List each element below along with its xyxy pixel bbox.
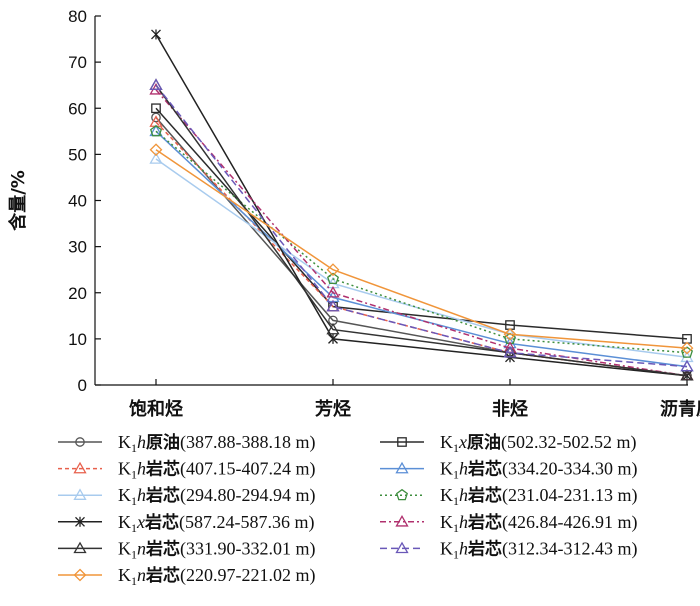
series-line [155, 34, 688, 377]
legend-marker [73, 488, 87, 500]
y-tick-label: 70 [68, 53, 87, 72]
data-point [503, 327, 517, 341]
legend-item: K1h原油(387.88-388.18 m) [58, 432, 315, 455]
series-3 [149, 124, 694, 372]
data-point [151, 112, 161, 123]
series-line [155, 149, 688, 349]
data-point [328, 333, 338, 344]
legend-label: K1h原油(387.88-388.18 m) [118, 432, 315, 455]
data-point [149, 78, 163, 90]
data-point [150, 125, 162, 137]
legend-marker [395, 461, 409, 474]
series-1 [151, 103, 692, 344]
y-tick-label: 60 [68, 99, 87, 118]
legend-label: K1h岩芯(426.84-426.91 m) [440, 512, 637, 535]
legend-label: K1x原油(502.32-502.52 m) [440, 432, 636, 455]
x-tick-label: 沥青质 [660, 399, 700, 420]
y-tick-label: 80 [68, 7, 87, 26]
legend-item: K1h岩芯(407.15-407.24 m) [58, 459, 315, 482]
y-axis-title: 含量/% [7, 170, 29, 231]
data-point [680, 341, 694, 355]
series-0 [151, 112, 692, 381]
legend-item: K1h岩芯(294.80-294.94 m) [58, 485, 315, 508]
legend-label: K1n岩芯(331.90-332.01 m) [118, 538, 315, 561]
data-point [151, 29, 161, 40]
series-line [155, 130, 688, 368]
series-line [155, 117, 688, 377]
x-tick-label: 芳烃 [315, 398, 351, 420]
data-point [326, 285, 340, 298]
legend-label: K1h岩芯(294.80-294.94 m) [118, 485, 315, 508]
y-tick-label: 50 [68, 145, 87, 164]
legend-label: K1n岩芯(220.97-221.02 m) [118, 565, 315, 588]
y-tick-label: 0 [78, 376, 87, 395]
legend-marker [75, 437, 85, 447]
data-point [326, 299, 340, 312]
data-point [326, 322, 340, 335]
legend-marker [396, 488, 408, 501]
legend-item: K1n岩芯(331.90-332.01 m) [58, 538, 315, 561]
y-tick-label: 20 [68, 284, 87, 303]
y-tick-label: 40 [68, 192, 87, 211]
series-6 [151, 29, 692, 381]
series-line [155, 121, 688, 377]
data-point [327, 272, 339, 285]
legend-marker [73, 461, 87, 474]
data-point [503, 345, 517, 358]
legend-marker [395, 514, 409, 527]
series-line [155, 84, 688, 368]
legend-marker [395, 541, 409, 554]
series-line [155, 130, 688, 354]
legend-item: K1h岩芯(426.84-426.91 m) [380, 512, 637, 535]
legend-label: K1h岩芯(334.20-334.30 m) [440, 459, 637, 482]
data-point [326, 263, 340, 277]
legend-item: K1h岩芯(231.04-231.13 m) [380, 485, 637, 508]
data-point [151, 103, 161, 114]
series-8 [149, 78, 694, 381]
legend-marker [73, 568, 87, 582]
series-10 [149, 143, 694, 355]
legend-marker [75, 516, 85, 527]
series-line [155, 84, 688, 377]
legend-item: K1n岩芯(220.97-221.02 m) [58, 565, 315, 588]
series-9 [149, 78, 694, 372]
x-tick-label: 非烃 [492, 398, 528, 420]
legend-item: K1h岩芯(312.34-312.43 m) [380, 538, 637, 561]
series-5 [150, 125, 693, 358]
legend-label: K1h岩芯(231.04-231.13 m) [440, 485, 637, 508]
y-tick-label: 30 [68, 238, 87, 257]
x-tick-label: 饱和烃 [129, 398, 183, 420]
series-line [155, 107, 688, 340]
legend-item: K1h岩芯(334.20-334.30 m) [380, 459, 637, 482]
legend-item: K1x岩芯(587.24-587.36 m) [58, 512, 314, 535]
y-tick-label: 10 [68, 330, 87, 349]
legend-marker [397, 437, 407, 447]
legend-label: K1h岩芯(407.15-407.24 m) [118, 459, 315, 482]
legend: K1h原油(387.88-388.18 m) K1x原油(502.32-502.5… [58, 432, 637, 588]
legend-marker [73, 541, 87, 554]
data-point [149, 152, 163, 164]
data-point [681, 346, 693, 358]
data-point [680, 359, 694, 372]
plot-area: 0 10 20 30 40 50 60 70 80 饱和烃 芳烃 非烃 沥青质 含量/% [7, 7, 700, 420]
legend-item: K1x原油(502.32-502.52 m) [380, 432, 636, 455]
legend-label: K1h岩芯(312.34-312.43 m) [440, 538, 637, 561]
series-7 [149, 82, 694, 381]
data-point [680, 368, 694, 381]
data-point [149, 143, 163, 157]
legend-label: K1x岩芯(587.24-587.36 m) [118, 512, 314, 535]
series-line [155, 158, 688, 359]
